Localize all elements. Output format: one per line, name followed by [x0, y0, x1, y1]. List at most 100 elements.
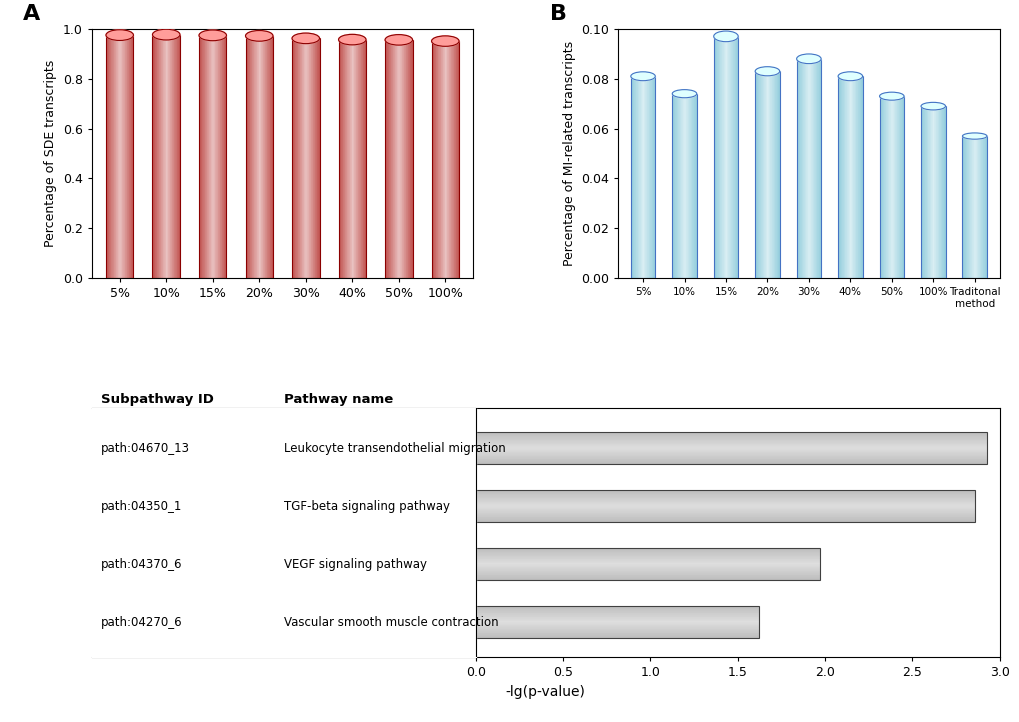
- Bar: [199, 35, 226, 278]
- Bar: [476, 514, 974, 515]
- Bar: [476, 635, 758, 637]
- Bar: [476, 508, 974, 510]
- Bar: [476, 516, 974, 518]
- Bar: [476, 434, 986, 435]
- Bar: [476, 559, 819, 560]
- Bar: [476, 503, 974, 504]
- Bar: [476, 508, 974, 509]
- Bar: [476, 454, 986, 455]
- Bar: [476, 626, 758, 627]
- Bar: [476, 432, 986, 464]
- Bar: [476, 439, 986, 440]
- Ellipse shape: [106, 30, 133, 40]
- Ellipse shape: [754, 66, 779, 76]
- Bar: [476, 553, 819, 554]
- Text: Vascular smooth muscle contraction: Vascular smooth muscle contraction: [283, 616, 498, 629]
- Bar: [476, 496, 974, 497]
- Bar: [796, 58, 820, 278]
- Bar: [476, 632, 758, 633]
- Bar: [476, 634, 758, 635]
- Bar: [476, 500, 974, 502]
- Ellipse shape: [153, 30, 179, 40]
- Bar: [476, 606, 758, 638]
- Bar: [476, 566, 819, 567]
- Ellipse shape: [962, 133, 986, 139]
- Bar: [476, 562, 819, 563]
- Bar: [476, 615, 758, 616]
- Bar: [476, 444, 986, 445]
- Bar: [878, 96, 903, 278]
- Bar: [476, 570, 819, 571]
- Bar: [476, 516, 974, 517]
- Bar: [476, 612, 758, 614]
- Bar: [476, 569, 819, 570]
- Bar: [476, 515, 974, 516]
- Ellipse shape: [713, 31, 738, 42]
- Y-axis label: Percentage of SDE transcripts: Percentage of SDE transcripts: [44, 60, 57, 247]
- Bar: [476, 622, 758, 623]
- Bar: [476, 618, 758, 619]
- Text: path:04370_6: path:04370_6: [101, 558, 181, 571]
- Bar: [476, 552, 819, 553]
- Text: TGF-beta signaling pathway: TGF-beta signaling pathway: [283, 500, 449, 513]
- Bar: [476, 550, 819, 551]
- Ellipse shape: [291, 33, 319, 43]
- Bar: [476, 624, 758, 625]
- Bar: [476, 511, 974, 512]
- Bar: [476, 619, 758, 620]
- Bar: [476, 521, 974, 522]
- Bar: [476, 617, 758, 618]
- Bar: [476, 436, 986, 438]
- Text: Pathway name: Pathway name: [283, 393, 392, 406]
- Bar: [476, 627, 758, 628]
- Bar: [476, 518, 974, 519]
- Bar: [476, 463, 986, 464]
- Bar: [476, 560, 819, 561]
- Bar: [476, 606, 758, 607]
- Bar: [476, 495, 974, 496]
- Text: A: A: [23, 4, 41, 24]
- Bar: [476, 609, 758, 610]
- Text: Leukocyte transendothelial migration: Leukocyte transendothelial migration: [283, 442, 505, 455]
- Bar: [476, 441, 986, 442]
- Bar: [476, 556, 819, 557]
- Bar: [476, 563, 819, 565]
- Bar: [476, 564, 819, 565]
- Bar: [476, 505, 974, 506]
- Text: VEGF signaling pathway: VEGF signaling pathway: [283, 558, 426, 571]
- Bar: [476, 432, 986, 433]
- Bar: [291, 38, 319, 278]
- Bar: [476, 565, 819, 566]
- Bar: [476, 492, 974, 494]
- Bar: [476, 548, 819, 549]
- Bar: [476, 442, 986, 443]
- Bar: [476, 611, 758, 612]
- Bar: [476, 551, 819, 552]
- Bar: [476, 500, 974, 501]
- Bar: [476, 490, 974, 491]
- Bar: [476, 561, 819, 562]
- Ellipse shape: [672, 90, 696, 97]
- Bar: [476, 607, 758, 608]
- Bar: [476, 554, 819, 555]
- Bar: [385, 40, 412, 278]
- Text: path:04270_6: path:04270_6: [101, 616, 182, 629]
- Ellipse shape: [246, 30, 273, 41]
- Bar: [476, 520, 974, 521]
- Bar: [476, 498, 974, 499]
- Bar: [476, 455, 986, 456]
- Bar: [476, 449, 986, 450]
- Bar: [476, 451, 986, 452]
- Bar: [754, 71, 779, 278]
- Bar: [962, 136, 986, 278]
- Bar: [476, 512, 974, 513]
- Bar: [476, 453, 986, 454]
- Bar: [476, 610, 758, 611]
- Bar: [476, 490, 974, 522]
- Bar: [476, 549, 819, 550]
- Bar: [476, 447, 986, 448]
- Bar: [476, 637, 758, 638]
- Bar: [476, 450, 986, 451]
- Text: path:04350_1: path:04350_1: [101, 500, 181, 513]
- Bar: [476, 579, 819, 580]
